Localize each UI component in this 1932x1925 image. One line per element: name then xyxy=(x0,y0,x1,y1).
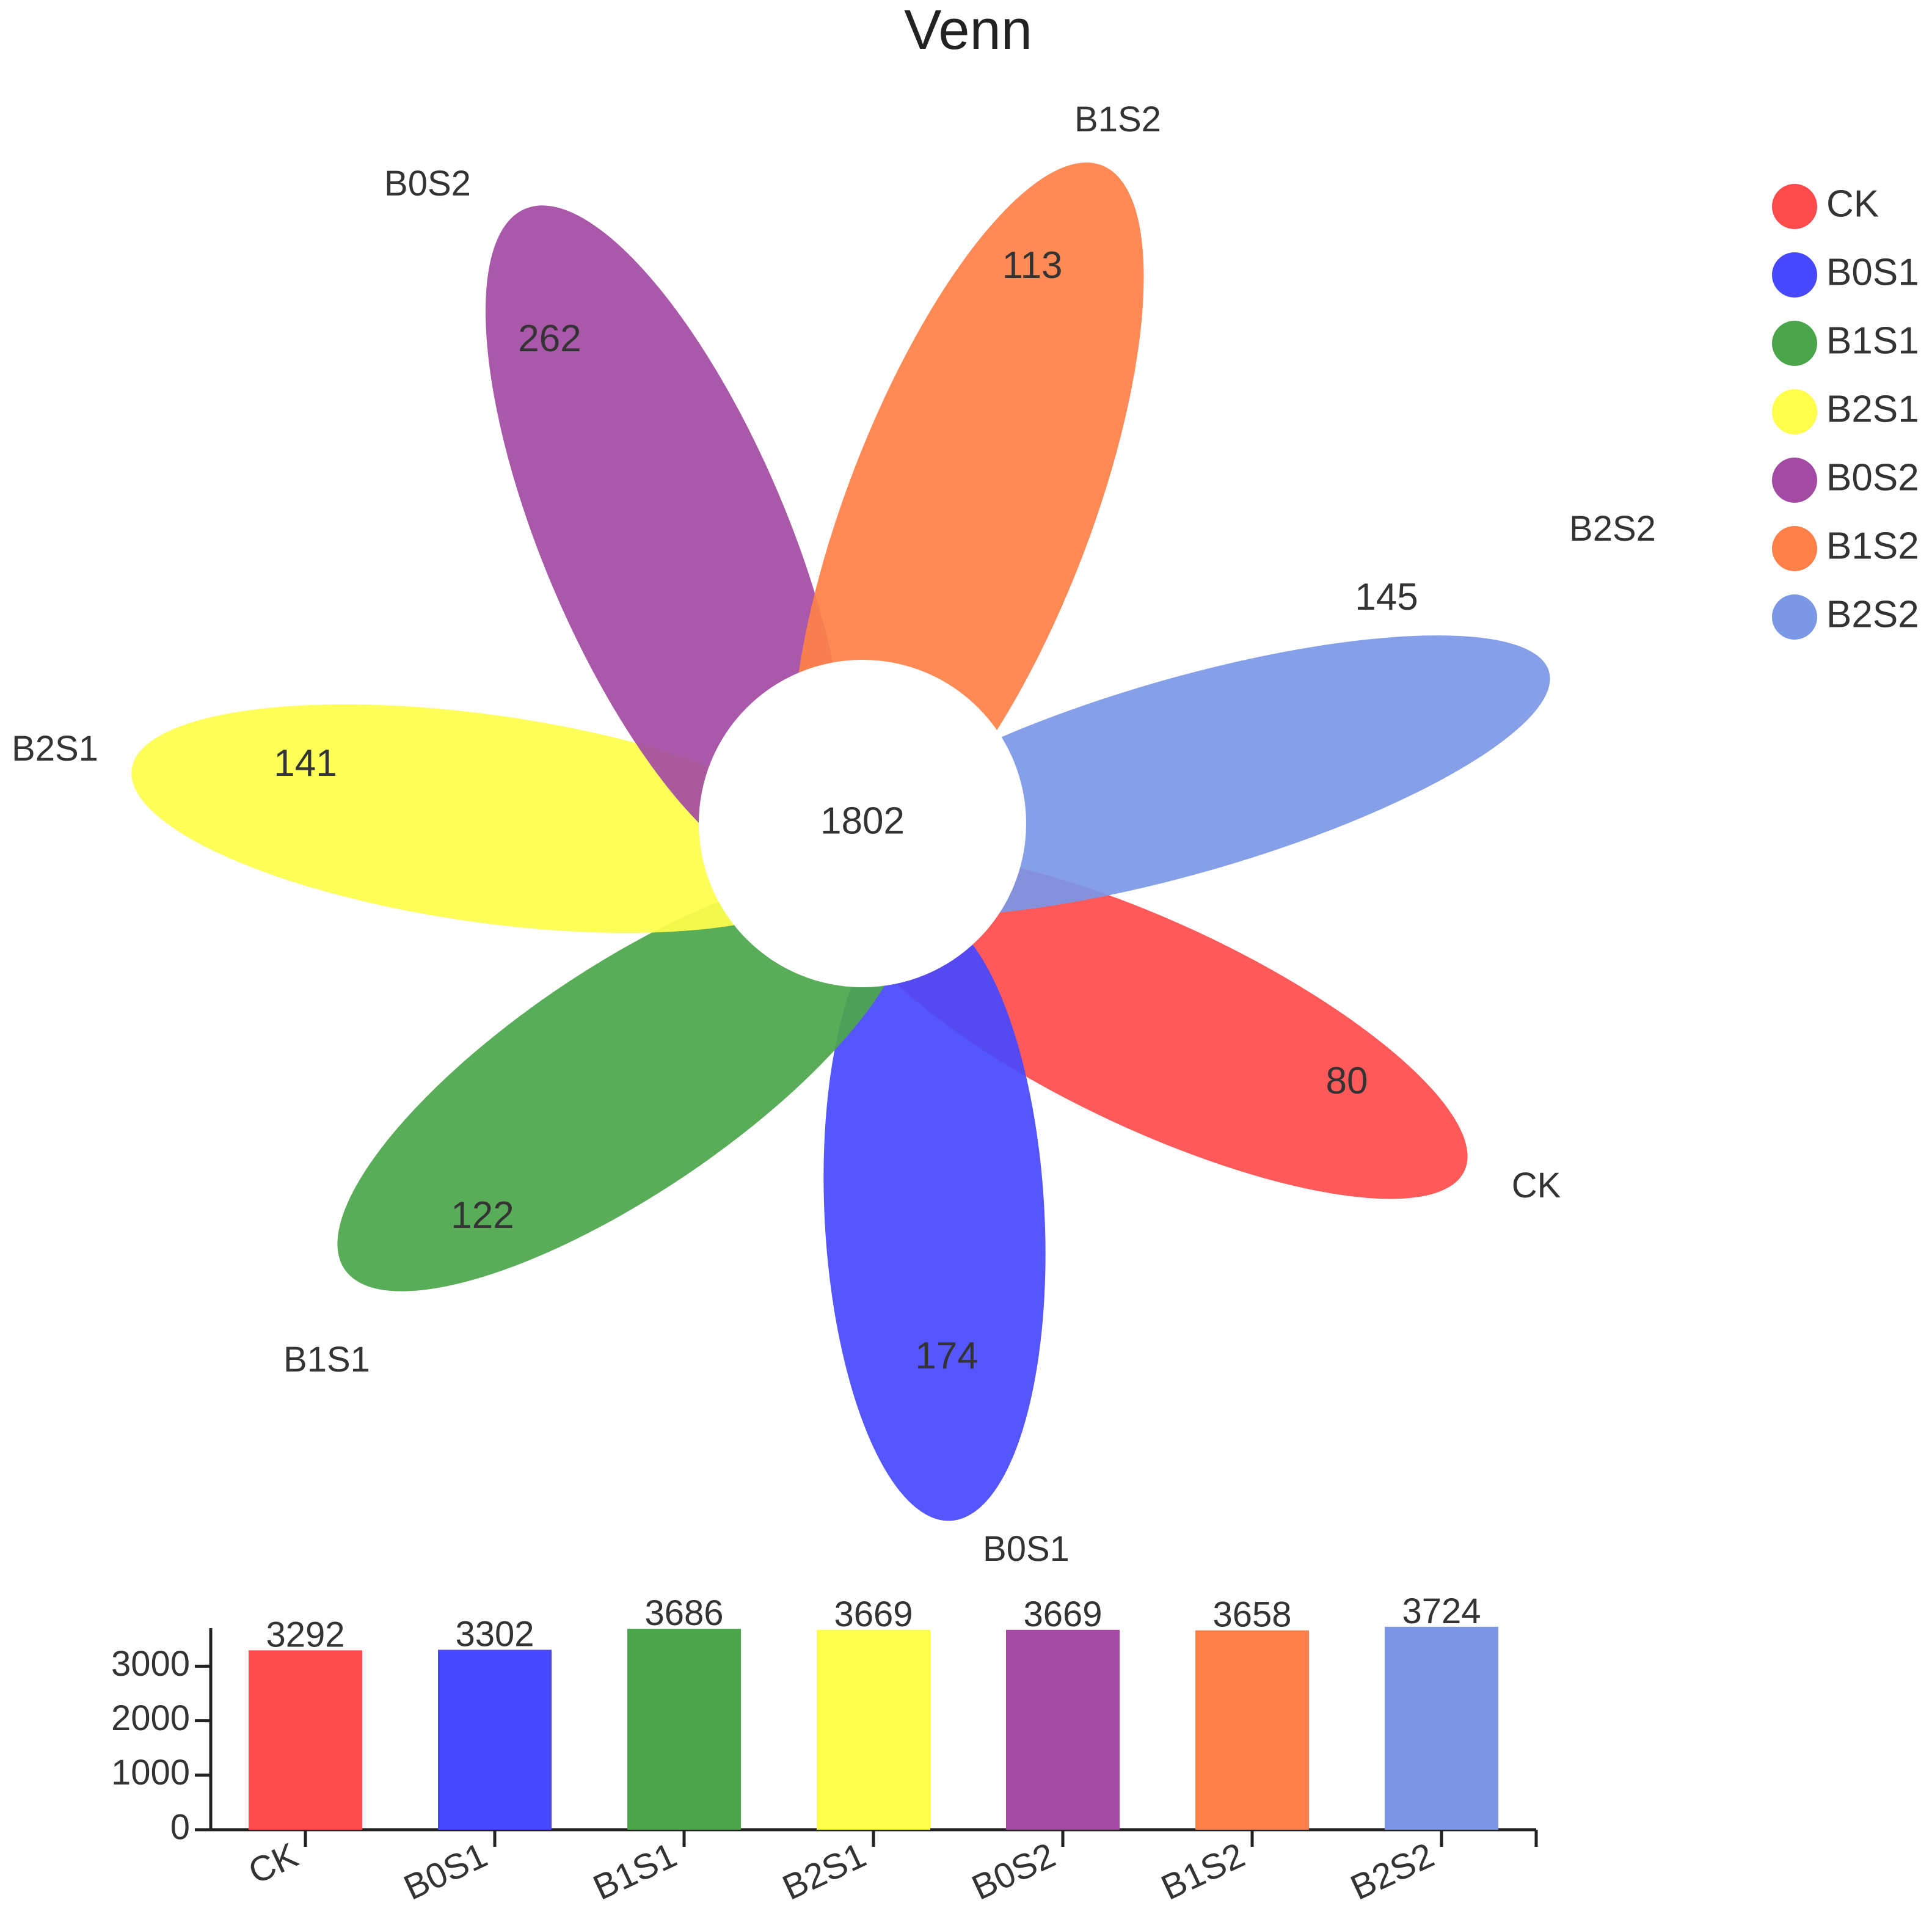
legend-swatch-b2s2 xyxy=(1772,594,1817,640)
chart-title: Venn xyxy=(904,0,1032,61)
legend: CK B0S1 B1S1 B2S1 B0S2 B1S2 B2S2 xyxy=(1772,183,1919,640)
x-tick-label-b2s2: B2S2 xyxy=(1344,1835,1440,1908)
y-tick-label-3000: 3000 xyxy=(111,1644,190,1684)
unique-count-b2s2: 145 xyxy=(1355,576,1418,618)
unique-count-b2s1: 141 xyxy=(274,742,337,784)
core-circle xyxy=(699,660,1026,987)
legend-label-ck: CK xyxy=(1826,183,1879,225)
legend-item-ck: CK xyxy=(1772,183,1879,229)
legend-item-b2s1: B2S1 xyxy=(1772,388,1919,434)
legend-swatch-b0s1 xyxy=(1772,252,1817,298)
bar-b2s2 xyxy=(1385,1626,1498,1830)
legend-item-b0s1: B0S1 xyxy=(1772,251,1919,298)
set-label-b1s1: B1S1 xyxy=(283,1340,370,1379)
bar-value-b2s1: 3669 xyxy=(834,1594,913,1634)
legend-label-b0s2: B0S2 xyxy=(1826,456,1919,499)
legend-item-b0s2: B0S2 xyxy=(1772,456,1919,503)
bar-value-b0s1: 3302 xyxy=(455,1614,534,1654)
set-label-b2s2: B2S2 xyxy=(1569,509,1656,549)
bar-b0s2 xyxy=(1006,1629,1120,1830)
bar-b2s1 xyxy=(817,1629,930,1830)
bar-value-b1s1: 3686 xyxy=(644,1593,723,1633)
core-count: 1802 xyxy=(820,800,905,842)
petal-ck xyxy=(841,853,1468,1199)
legend-item-b2s2: B2S2 xyxy=(1772,593,1919,640)
y-tick-label-2000: 2000 xyxy=(111,1698,190,1738)
bar-value-ck: 3292 xyxy=(266,1615,344,1654)
legend-swatch-b0s2 xyxy=(1772,458,1817,503)
bar-b1s1 xyxy=(627,1629,741,1830)
bar-b1s2 xyxy=(1195,1630,1309,1830)
set-label-b0s2: B0S2 xyxy=(384,164,471,203)
legend-swatch-b1s2 xyxy=(1772,526,1817,571)
legend-label-b2s1: B2S1 xyxy=(1826,388,1919,430)
legend-label-b1s1: B1S1 xyxy=(1826,320,1919,362)
unique-count-b1s1: 122 xyxy=(451,1194,514,1236)
bar-b0s1 xyxy=(438,1649,552,1830)
petal-b1s1 xyxy=(337,871,909,1291)
unique-count-b0s1: 174 xyxy=(915,1335,978,1377)
x-tick-label-b1s1: B1S1 xyxy=(587,1835,682,1908)
x-tick-label-b0s1: B0S1 xyxy=(398,1835,493,1908)
legend-label-b1s2: B1S2 xyxy=(1826,525,1919,567)
bar-value-b2s2: 3724 xyxy=(1402,1591,1481,1631)
legend-label-b0s1: B0S1 xyxy=(1826,251,1919,293)
unique-count-b1s2: 113 xyxy=(1002,244,1063,287)
venn-core: 1802 xyxy=(699,660,1026,987)
legend-item-b1s1: B1S1 xyxy=(1772,320,1919,366)
legend-swatch-b1s1 xyxy=(1772,321,1817,366)
unique-count-b0s2: 262 xyxy=(518,318,581,360)
petal-b0s1 xyxy=(823,910,1046,1521)
bar-ck xyxy=(249,1650,362,1830)
x-tick-label-b0s2: B0S2 xyxy=(966,1835,1061,1908)
y-tick-label-0: 0 xyxy=(170,1807,190,1847)
set-label-ck: CK xyxy=(1512,1166,1561,1205)
unique-count-ck: 80 xyxy=(1326,1060,1368,1102)
legend-swatch-ck xyxy=(1772,184,1817,229)
set-label-b1s2: B1S2 xyxy=(1074,100,1161,139)
legend-item-b1s2: B1S2 xyxy=(1772,525,1919,571)
set-label-b2s1: B2S1 xyxy=(12,729,98,769)
bar-value-b0s2: 3669 xyxy=(1023,1594,1102,1634)
bar-chart: 0 1000 2000 3000 3292 CK 3302 B0S1 3686 B1S1 3669 B… xyxy=(111,1591,1538,1908)
x-tick-label-b2s1: B2S1 xyxy=(776,1835,872,1908)
bar-value-b1s2: 3658 xyxy=(1212,1595,1291,1635)
y-tick-label-1000: 1000 xyxy=(111,1753,190,1792)
x-tick-label-b1s2: B1S2 xyxy=(1155,1835,1250,1908)
legend-swatch-b2s1 xyxy=(1772,389,1817,434)
legend-label-b2s2: B2S2 xyxy=(1826,593,1919,635)
x-tick-label-ck: CK xyxy=(242,1835,304,1892)
venn-set-labels: CK 80 B0S1 174 B1S1 122 B2S1 141 B0S2 262 B1S2 113 B… xyxy=(12,100,1656,1569)
set-label-b0s1: B0S1 xyxy=(983,1529,1070,1569)
